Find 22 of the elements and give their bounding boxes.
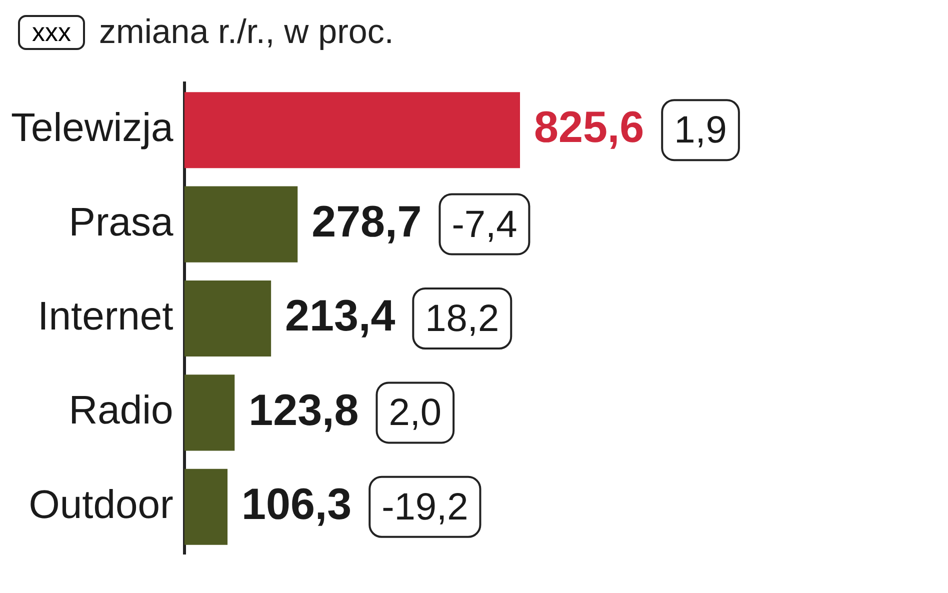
bar <box>184 92 520 168</box>
y-tick-label: Radio <box>68 388 174 433</box>
text: xxx <box>18 14 85 50</box>
bar <box>184 374 235 451</box>
y-tick-label: Prasa <box>68 200 174 244</box>
data-label: 825,6 <box>534 103 644 152</box>
y-tick-label: Internet <box>38 294 174 339</box>
data-label: 278,7 <box>312 197 422 246</box>
annotation: -7,4 <box>452 204 518 246</box>
annotation: 2,0 <box>388 392 442 434</box>
bar <box>184 186 298 262</box>
chart-subtitle: zmiana r./r., w proc. <box>99 12 394 52</box>
text: 1,9 <box>674 110 727 152</box>
data-label: 106,3 <box>242 480 352 530</box>
bar <box>184 468 228 545</box>
bar <box>184 280 272 357</box>
y-tick-label: Outdoor <box>28 482 174 527</box>
y-tick-label: Telewizja <box>10 106 174 150</box>
data-label: 213,4 <box>285 292 396 341</box>
data-label: 123,8 <box>248 386 359 435</box>
annotation: -19,2 <box>382 486 468 528</box>
annotation: 18,2 <box>425 298 500 340</box>
